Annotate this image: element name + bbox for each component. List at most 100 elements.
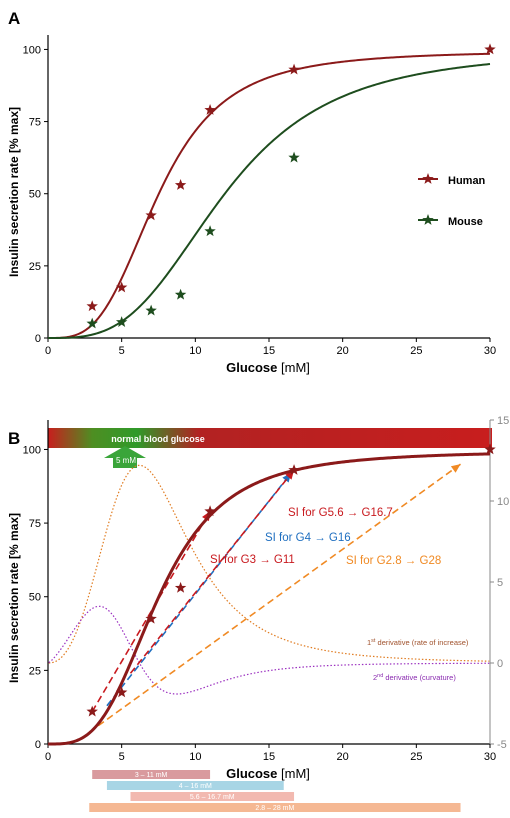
b-y2-tick-label: 10 [497,496,509,508]
panel-a-axes: 0 25 50 75 100 0 5 10 15 20 25 30 [23,35,496,357]
panel-b-x-label-bold: Glucose [226,766,277,781]
b-data-point [484,443,496,455]
b-y-tick-label: 25 [29,665,41,677]
a-x-tick-label: 0 [45,345,51,357]
panel-b-y-axis-label: Insulin secretion rate [% max] [7,513,21,683]
si-g3-g28-label: SI for G2.8 → G28 [346,555,441,567]
si-g4-g16-label: SI for G4 → G16 [265,532,351,544]
d2-sup: nd [377,673,383,679]
b-data-point [174,581,187,593]
b-x-tick-label: 5 [119,751,125,763]
b-y-tick-label: 0 [35,739,41,751]
b-x-tick-label: 0 [45,751,51,763]
panel-b-axes: 0 25 50 75 100 -5 0 5 10 15 0 5 10 15 20 25 30 [23,415,510,763]
point-mouse [288,151,300,163]
a-x-tick-label: 30 [484,345,496,357]
panel-b: B normal blood glucose 5 mM 0255075100-5… [7,415,509,812]
fit-curve-mouse [48,63,491,339]
range-bar-label-0: 3 – 11 mM [135,772,168,779]
b-y2-tick-label: 15 [497,415,509,427]
panel-b-slope-lines [88,463,462,733]
b-y-tick-label: 50 [29,592,41,604]
b-x-tick-label: 20 [337,751,349,763]
glucose-5mm-arrow-icon [104,446,146,468]
a-x-tick-label: 15 [263,345,275,357]
point-human [145,209,157,221]
panel-b-derivatives [48,464,490,695]
point-human [115,281,128,293]
panel-a-x-label-bold: Glucose [226,360,277,375]
legend-mouse-star-icon [422,214,434,225]
b-y2-tick-label: 5 [497,577,503,589]
b-data-point [288,464,300,475]
b-y-tick-label: 100 [23,444,41,456]
b-x-tick-label: 10 [189,751,201,763]
range-bars: 3 – 11 mM 4 – 16 mM 5.6 – 16.7 mM 2.8 – 28 … [89,770,461,812]
range-bar-3 [89,803,461,812]
a-y-tick-label: 75 [29,117,41,129]
panel-b-x-axis-label: Glucose [mM] [226,766,310,781]
a-x-tick-label: 25 [410,345,422,357]
panel-a-data-points [86,43,496,329]
point-human [484,43,496,55]
point-mouse [174,288,187,300]
si-g3-g11-label: SI for G3 → G11 [210,554,295,566]
si-g5-g17-label: SI for G5.6 → G16.7 [288,507,393,519]
derivative-2-label: 2nd derivative (curvature) [373,673,456,682]
range-bar-2 [130,792,295,801]
derivative-2-curve [48,605,490,695]
panel-b-label: B [8,429,20,448]
range-bar-label-1: 4 – 16 mM [179,783,212,790]
a-x-tick-label: 20 [337,345,349,357]
point-mouse [115,316,128,327]
b-data-point [145,612,157,624]
b-data-point [115,686,128,698]
slope-arrowhead-3 [450,464,461,473]
a-x-tick-label: 5 [119,345,125,357]
legend-human-label: Human [448,175,486,187]
b-x-tick-label: 15 [263,751,275,763]
d2-pre: 2 [373,673,377,682]
range-bar-label-2: 5.6 – 16.7 mM [190,794,235,801]
a-x-tick-label: 10 [189,345,201,357]
point-mouse [204,225,216,237]
main-secretion-curve [48,452,491,746]
derivative-1-label: 1st derivative (rate of increase) [367,638,469,647]
b-y2-tick-label: -5 [497,739,507,751]
legend-mouse-label: Mouse [448,216,483,228]
fit-curve-human [48,52,491,339]
normal-glucose-banner [48,428,492,448]
arrow-label: 5 mM [116,456,136,465]
d2-post: derivative (curvature) [383,673,456,682]
legend: Human Mouse [418,173,486,228]
a-y-tick-label: 100 [23,44,41,56]
panel-a: A 0 25 50 75 100 0 5 10 15 20 25 30 Human Mouse Ins… [7,9,496,375]
b-x-tick-label: 30 [484,751,496,763]
b-x-tick-label: 25 [410,751,422,763]
b-data-point [86,705,98,717]
a-y-tick-label: 25 [29,261,41,273]
a-y-tick-label: 0 [35,333,41,345]
slope-line-3 [88,463,462,733]
panel-a-label: A [8,9,20,28]
point-human [86,300,98,312]
panel-b-x-label-unit: [mM] [277,766,310,781]
panel-a-y-axis-label: Insulin secretion rate [% max] [7,107,21,277]
panel-a-fit-curves [48,52,491,339]
derivative-1-curve [48,464,490,664]
d1-sup: st [371,638,376,644]
panel-b-data-points [86,443,496,717]
range-bar-label-3: 2.8 – 28 mM [255,805,294,812]
point-human [174,179,187,190]
a-y-tick-label: 50 [29,189,41,201]
legend-human-star-icon [422,173,434,184]
range-bar-1 [106,781,284,790]
b-y2-tick-label: 0 [497,658,503,670]
range-bar-0 [92,770,211,779]
b-y-tick-label: 75 [29,518,41,530]
b-data-point [204,505,216,517]
point-mouse [86,317,98,329]
panel-a-x-axis-label: Glucose [mM] [226,360,310,375]
